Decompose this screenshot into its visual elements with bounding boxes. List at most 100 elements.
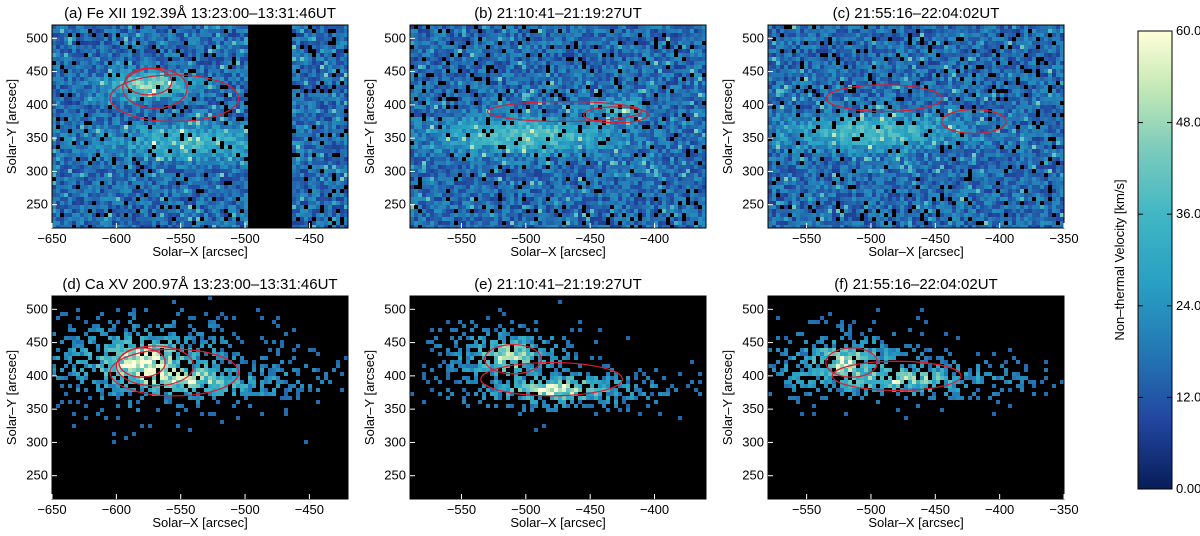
- contours-b: [486, 100, 649, 124]
- y-tick-label: 500: [742, 301, 764, 316]
- contours-f: [825, 347, 962, 392]
- y-tick-label: 400: [742, 97, 764, 112]
- heatmap-d: [52, 296, 348, 444]
- contour-0: [825, 84, 943, 113]
- x-tick-label: −400: [985, 502, 1014, 517]
- colorbar-tick-label: 48.00: [1176, 115, 1200, 130]
- y-tick-label: 300: [26, 434, 48, 449]
- colorbar-tick-label: 12.00: [1176, 389, 1200, 404]
- panel-title: (d) Ca XV 200.97Å 13:23:00–13:31:46UT: [62, 276, 337, 293]
- contours-a: [109, 67, 240, 123]
- contours-e: [480, 343, 623, 397]
- y-axis-label: Solar–Y [arcsec]: [4, 350, 19, 445]
- contours-c: [825, 84, 1007, 135]
- x-tick-label: −550: [166, 231, 195, 246]
- x-tick-label: −450: [295, 231, 324, 246]
- panel-background: [768, 296, 1064, 499]
- axes-frame: [767, 295, 1065, 500]
- x-axis-label: Solar–X [arcsec]: [868, 515, 963, 530]
- y-tick-label: 400: [26, 368, 48, 383]
- x-tick-label: −600: [102, 231, 131, 246]
- axes-frame: [767, 24, 1065, 229]
- contour-0: [118, 347, 166, 378]
- y-tick-label: 500: [742, 30, 764, 45]
- colorbar-tick-label: 60.00: [1176, 23, 1200, 38]
- y-tick-label: 250: [26, 468, 48, 483]
- x-tick-label: −350: [1049, 502, 1078, 517]
- contours-d: [109, 345, 240, 397]
- x-tick-label: −650: [37, 231, 66, 246]
- y-tick-label: 450: [742, 335, 764, 350]
- x-tick-label: −550: [792, 502, 821, 517]
- x-tick-label: −650: [37, 502, 66, 517]
- y-axis-label: Solar–Y [arcsec]: [720, 350, 735, 445]
- panel-f: −550 −500 −450 −400 −350 250 300 350 400 450 500 (f…: [720, 276, 1079, 530]
- y-tick-label: 450: [384, 64, 406, 79]
- panel-e: −550 −500 −450 −400 250 300 350 400 450 500 (e) 21…: [362, 276, 707, 530]
- panel-c: −550 −500 −450 −400 −350 250 300 350 400 450 500 (c…: [720, 5, 1079, 259]
- colorbar-tick-label: 24.00: [1176, 298, 1200, 313]
- y-tick-label: 300: [26, 163, 48, 178]
- panel-b: −550 −500 −450 −400 250 300 350 400 450 500 (b) 21…: [362, 5, 707, 259]
- y-tick-label: 350: [384, 401, 406, 416]
- y-tick-label: 300: [384, 434, 406, 449]
- y-tick-label: 500: [26, 301, 48, 316]
- contour-2: [109, 348, 240, 397]
- y-tick-label: 250: [742, 197, 764, 212]
- y-tick-label: 400: [384, 97, 406, 112]
- x-tick-label: −500: [856, 502, 885, 517]
- contour-1: [583, 106, 649, 124]
- x-tick-label: −550: [166, 502, 195, 517]
- x-tick-label: −500: [230, 502, 259, 517]
- y-tick-label: 500: [384, 30, 406, 45]
- contour-0: [825, 347, 878, 378]
- y-axis-label: Solar–Y [arcsec]: [4, 79, 19, 174]
- x-tick-label: −600: [102, 502, 131, 517]
- contour-1: [122, 67, 188, 109]
- heatmap-b: [410, 25, 706, 228]
- x-tick-label: −550: [792, 231, 821, 246]
- y-tick-label: 250: [742, 468, 764, 483]
- axes-frame: [409, 295, 707, 500]
- x-tick-label: −450: [576, 231, 605, 246]
- x-tick-label: −400: [640, 502, 669, 517]
- panel-title: (e) 21:10:41–21:19:27UT: [474, 276, 642, 293]
- y-tick-label: 500: [384, 301, 406, 316]
- y-tick-label: 450: [26, 64, 48, 79]
- y-tick-label: 450: [26, 335, 48, 350]
- y-tick-label: 300: [742, 434, 764, 449]
- panel-title: (f) 21:55:16–22:04:02UT: [834, 276, 997, 293]
- colorbar-tick-label: 0.00: [1176, 481, 1200, 496]
- y-tick-label: 250: [384, 197, 406, 212]
- heatmap-c: [768, 25, 1064, 228]
- y-tick-label: 350: [742, 401, 764, 416]
- contour-0: [484, 343, 542, 375]
- y-tick-label: 300: [742, 163, 764, 178]
- contour-0: [486, 100, 643, 123]
- x-tick-label: −400: [985, 231, 1014, 246]
- x-tick-label: −550: [447, 502, 476, 517]
- y-tick-label: 450: [384, 335, 406, 350]
- panel-a: −650 −600 −550 −500 −450 250 300 350 400 450 500 (a…: [4, 5, 349, 259]
- contour-1: [115, 345, 195, 387]
- y-axis-label: Solar–Y [arcsec]: [362, 350, 377, 445]
- x-axis-label: Solar–X [arcsec]: [510, 515, 605, 530]
- x-tick-label: −500: [511, 231, 540, 246]
- y-tick-label: 350: [26, 130, 48, 145]
- x-tick-label: −500: [856, 231, 885, 246]
- x-tick-label: −500: [511, 502, 540, 517]
- x-axis-label: Solar–X [arcsec]: [152, 244, 247, 259]
- y-tick-label: 350: [26, 401, 48, 416]
- x-tick-label: −450: [576, 502, 605, 517]
- x-axis-label: Solar–X [arcsec]: [868, 244, 963, 259]
- x-tick-label: −450: [295, 502, 324, 517]
- y-axis-label: Solar–Y [arcsec]: [720, 79, 735, 174]
- x-tick-label: −350: [1049, 231, 1078, 246]
- panel-d: −650 −600 −550 −500 −450 250 300 350 400 450 500 (d…: [4, 276, 349, 530]
- y-tick-label: 350: [742, 130, 764, 145]
- axes-frame: [51, 295, 349, 500]
- y-tick-label: 250: [26, 197, 48, 212]
- contour-1: [831, 360, 962, 392]
- x-tick-label: −450: [921, 231, 950, 246]
